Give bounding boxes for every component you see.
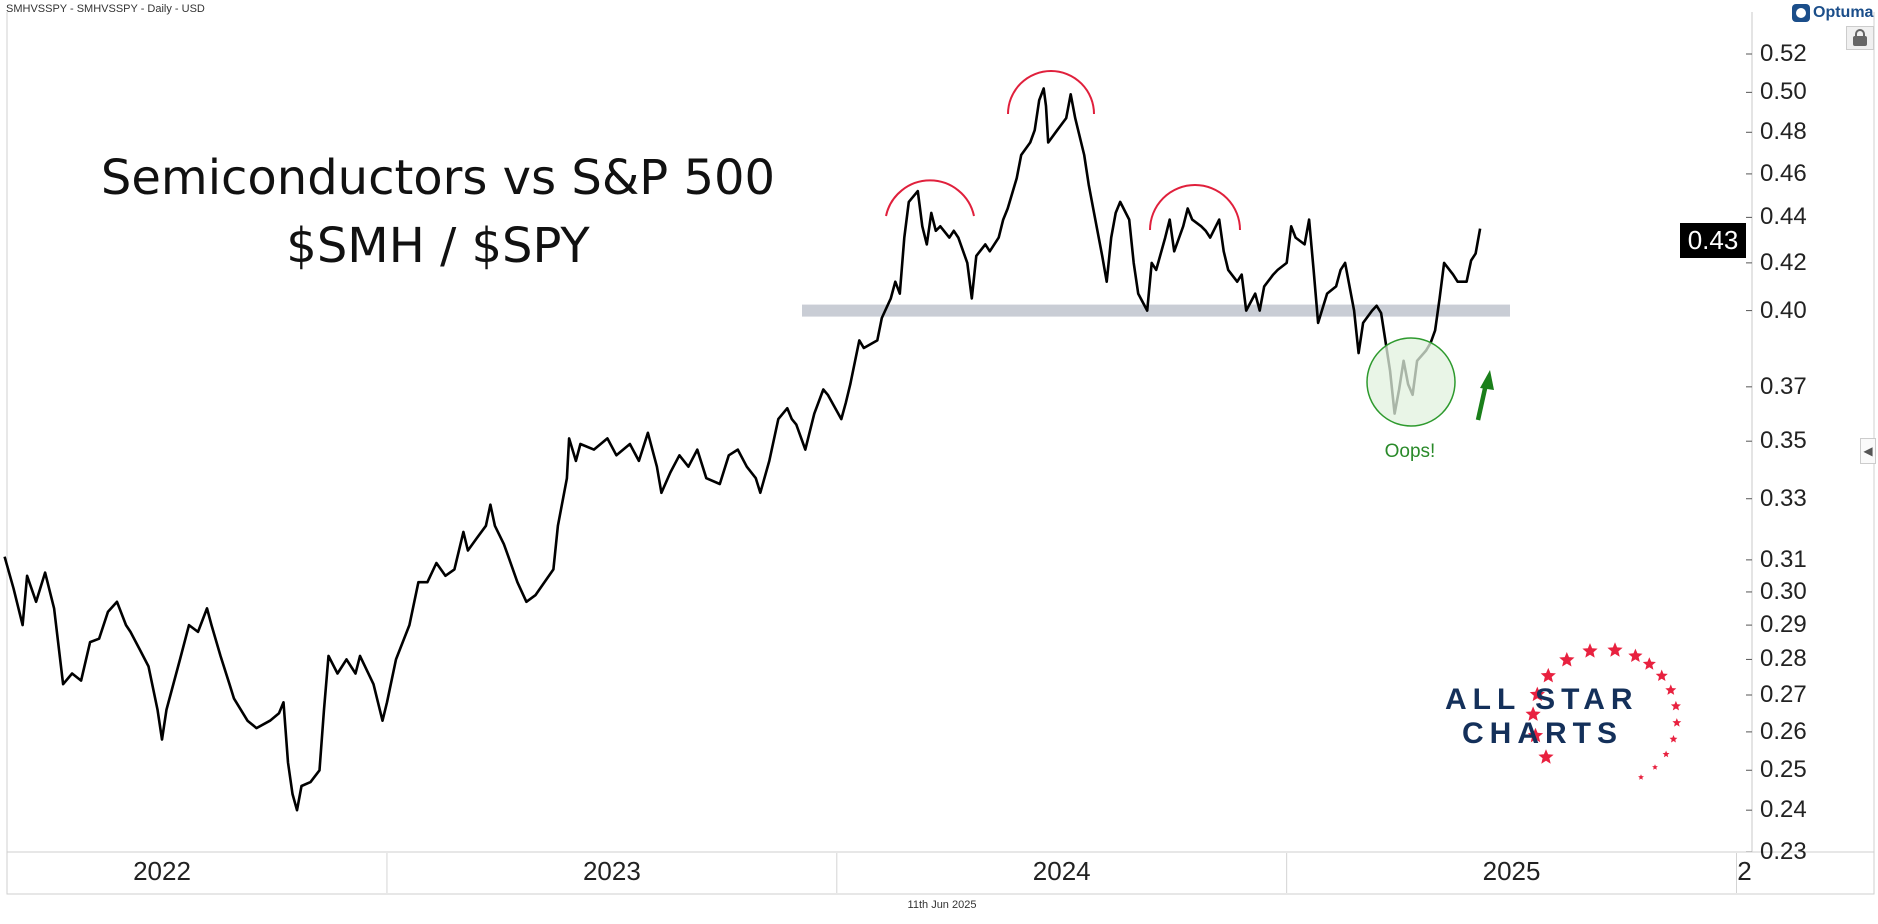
y-tick-label: 0.42 xyxy=(1760,248,1807,276)
y-axis-ticks xyxy=(1746,53,1752,853)
x-tick-label: 2025 xyxy=(1482,856,1541,886)
logo-star xyxy=(1607,642,1623,657)
support-band xyxy=(802,304,1510,317)
peak-arcs xyxy=(885,70,1241,231)
breakdown-circle xyxy=(1366,337,1456,427)
x-tick-label: 2024 xyxy=(1032,856,1091,886)
logo-star xyxy=(1525,706,1541,721)
last-value-label: 0.43 xyxy=(1680,223,1746,258)
logo-star xyxy=(1582,643,1598,658)
oops-annotation: Oops! xyxy=(1384,441,1436,462)
y-tick-label: 0.29 xyxy=(1760,611,1807,639)
series-line-smhvsspy xyxy=(3,87,1482,812)
symbol-header: SMHVSSPY - SMHVSSPY - Daily - USD xyxy=(6,3,205,15)
y-tick-label: 0.46 xyxy=(1760,159,1807,187)
logo-star xyxy=(1652,764,1658,770)
y-tick-label: 0.25 xyxy=(1760,756,1807,784)
logo-star xyxy=(1672,718,1682,727)
logo-star xyxy=(1529,686,1545,702)
y-tick-label: 0.37 xyxy=(1760,372,1807,400)
y-tick-label: 0.27 xyxy=(1760,680,1807,708)
peak-arc xyxy=(885,179,975,217)
y-tick-label: 0.30 xyxy=(1760,577,1807,605)
logo-star xyxy=(1638,774,1644,780)
logo-star xyxy=(1670,700,1681,711)
y-tick-label: 0.52 xyxy=(1760,40,1807,67)
peak-arc xyxy=(1149,184,1241,231)
optuma-brand: Optuma xyxy=(1792,4,1873,22)
y-tick-label: 0.31 xyxy=(1760,545,1807,573)
chart-title-line2: $SMH / $SPY xyxy=(286,218,590,274)
y-tick-label: 0.44 xyxy=(1760,203,1807,231)
lock-button[interactable] xyxy=(1846,26,1874,50)
y-tick-label: 0.50 xyxy=(1760,78,1807,106)
logo-star xyxy=(1559,652,1575,667)
logo-star xyxy=(1665,684,1677,695)
chart-title-line1: Semiconductors vs S&P 500 xyxy=(100,150,776,206)
up-arrow-icon xyxy=(1475,370,1494,421)
logo-star xyxy=(1540,667,1556,683)
y-tick-label: 0.28 xyxy=(1760,645,1807,673)
logo-line1: ALL STAR xyxy=(1445,683,1639,716)
y-tick-label: 0.40 xyxy=(1760,296,1807,324)
logo-star xyxy=(1538,749,1554,764)
logo-star xyxy=(1669,735,1678,743)
y-tick-label: 0.23 xyxy=(1760,837,1807,865)
logo-line2: CHARTS xyxy=(1462,717,1623,750)
logo-stars-icon xyxy=(1525,642,1682,780)
x-tick-label: 2022 xyxy=(133,856,191,886)
x-tick-label: 2023 xyxy=(582,856,641,886)
logo-star xyxy=(1642,657,1656,670)
logo-star xyxy=(1527,727,1544,743)
collapse-panel-button[interactable]: ◀ xyxy=(1860,438,1876,464)
arrow-shaft xyxy=(1475,383,1489,421)
peak-arc xyxy=(1007,70,1095,115)
logo-star xyxy=(1662,750,1670,758)
x-axis-dividers xyxy=(386,853,1738,893)
brand-name: Optuma xyxy=(1813,4,1874,21)
chevron-left-icon: ◀ xyxy=(1863,444,1873,458)
logo-star xyxy=(1655,669,1668,681)
arrow-head xyxy=(1480,370,1494,390)
footer-date: 11th Jun 2025 xyxy=(907,899,977,911)
y-tick-label: 0.24 xyxy=(1760,796,1807,824)
y-tick-label: 0.26 xyxy=(1760,717,1807,745)
logo-star xyxy=(1628,648,1643,662)
x-tick-label: 2 xyxy=(1737,856,1752,886)
lock-icon xyxy=(1853,28,1867,46)
optuma-logo-icon xyxy=(1792,4,1810,22)
y-tick-label: 0.33 xyxy=(1760,484,1807,512)
y-tick-label: 0.48 xyxy=(1760,118,1807,146)
y-tick-label: 0.35 xyxy=(1760,427,1807,455)
x-axis-bar[interactable] xyxy=(6,851,1875,895)
